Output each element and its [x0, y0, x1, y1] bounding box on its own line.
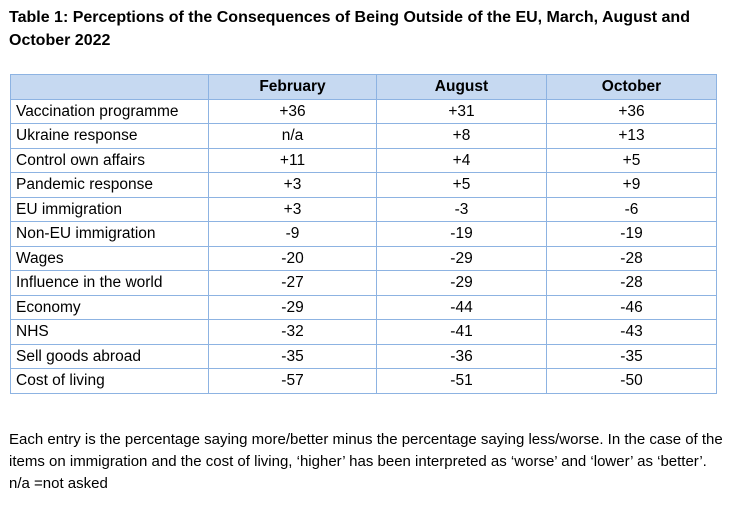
table-row: NHS -32 -41 -43 — [10, 319, 717, 345]
row-label: EU immigration — [10, 196, 209, 222]
cell-february: -32 — [208, 319, 377, 345]
cell-october: -28 — [546, 245, 717, 271]
cell-february: +11 — [208, 147, 377, 173]
header-october: October — [546, 74, 717, 100]
row-label: Sell goods abroad — [10, 343, 209, 369]
header-blank — [10, 74, 209, 100]
row-label: Pandemic response — [10, 172, 209, 198]
cell-august: -29 — [376, 245, 547, 271]
cell-october: +5 — [546, 147, 717, 173]
table-row: Sell goods abroad -35 -36 -35 — [10, 343, 717, 369]
table-row: Wages -20 -29 -28 — [10, 245, 717, 271]
cell-february: n/a — [208, 123, 377, 149]
cell-august: -36 — [376, 343, 547, 369]
cell-august: +4 — [376, 147, 547, 173]
cell-august: -51 — [376, 368, 547, 394]
cell-october: -43 — [546, 319, 717, 345]
header-august: August — [376, 74, 547, 100]
table-row: EU immigration +3 -3 -6 — [10, 196, 717, 222]
cell-august: -3 — [376, 196, 547, 222]
row-label: Economy — [10, 294, 209, 320]
table-notes: Each entry is the percentage saying more… — [9, 429, 725, 495]
cell-february: -57 — [208, 368, 377, 394]
table-row: Control own affairs +11 +4 +5 — [10, 147, 717, 173]
cell-october: -35 — [546, 343, 717, 369]
table-row: Non-EU immigration -9 -19 -19 — [10, 221, 717, 247]
cell-august: -19 — [376, 221, 547, 247]
row-label: NHS — [10, 319, 209, 345]
table-row: Vaccination programme +36 +31 +36 — [10, 98, 717, 124]
na-note: n/a =not asked — [9, 475, 108, 492]
cell-february: -27 — [208, 270, 377, 296]
cell-february: +3 — [208, 196, 377, 222]
cell-october: -46 — [546, 294, 717, 320]
cell-august: +8 — [376, 123, 547, 149]
table-row: Cost of living -57 -51 -50 — [10, 368, 717, 394]
row-label: Non-EU immigration — [10, 221, 209, 247]
row-label: Vaccination programme — [10, 98, 209, 124]
cell-august: -29 — [376, 270, 547, 296]
table-title: Table 1: Perceptions of the Consequences… — [9, 9, 690, 49]
header-february: February — [208, 74, 377, 100]
cell-october: +9 — [546, 172, 717, 198]
row-label: Control own affairs — [10, 147, 209, 173]
row-label: Influence in the world — [10, 270, 209, 296]
cell-august: +31 — [376, 98, 547, 124]
cell-august: -41 — [376, 319, 547, 345]
cell-october: +13 — [546, 123, 717, 149]
table-row: Economy -29 -44 -46 — [10, 294, 717, 320]
cell-february: -20 — [208, 245, 377, 271]
explanation-note: Each entry is the percentage saying more… — [9, 431, 723, 470]
cell-august: +5 — [376, 172, 547, 198]
cell-october: -6 — [546, 196, 717, 222]
header-row: February August October — [10, 74, 717, 100]
cell-february: -35 — [208, 343, 377, 369]
perceptions-table: February August October Vaccination prog… — [10, 74, 717, 394]
cell-february: -29 — [208, 294, 377, 320]
table-row: Pandemic response +3 +5 +9 — [10, 172, 717, 198]
row-label: Wages — [10, 245, 209, 271]
cell-october: +36 — [546, 98, 717, 124]
cell-october: -28 — [546, 270, 717, 296]
row-label: Ukraine response — [10, 123, 209, 149]
cell-february: +36 — [208, 98, 377, 124]
cell-february: -9 — [208, 221, 377, 247]
table-row: Influence in the world -27 -29 -28 — [10, 270, 717, 296]
cell-february: +3 — [208, 172, 377, 198]
cell-october: -19 — [546, 221, 717, 247]
cell-august: -44 — [376, 294, 547, 320]
cell-october: -50 — [546, 368, 717, 394]
table-row: Ukraine response n/a +8 +13 — [10, 123, 717, 149]
row-label: Cost of living — [10, 368, 209, 394]
